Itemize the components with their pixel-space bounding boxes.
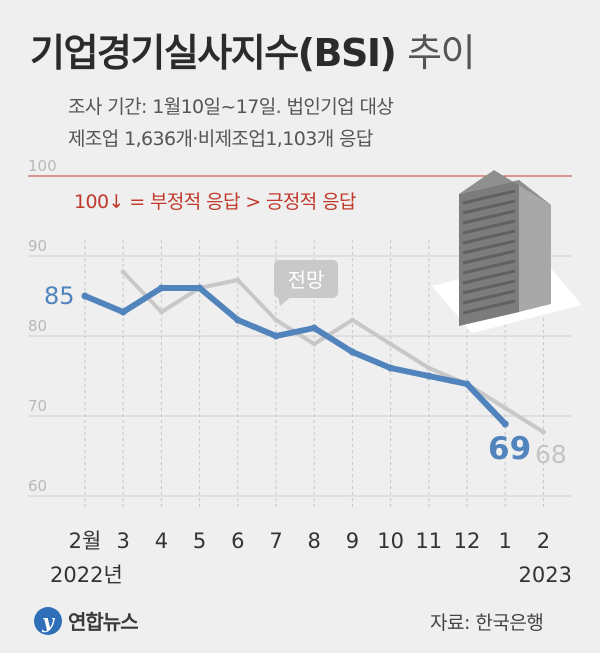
- outlook-label-pointer: [278, 296, 292, 306]
- outlook-series-name: 전망: [288, 268, 325, 292]
- actual-point: [234, 316, 242, 324]
- y-tick-label: 60: [28, 477, 47, 495]
- outlook-point: [426, 365, 432, 371]
- source-credit: 자료: 한국은행: [430, 612, 544, 634]
- actual-series-line: [83, 285, 508, 427]
- actual-point: [463, 380, 471, 388]
- x-tick-label: 3: [117, 529, 130, 553]
- x-tick-label: 1: [499, 529, 512, 553]
- outlook-point: [120, 269, 126, 275]
- x-tick-label: 12: [454, 529, 481, 553]
- x-tick-label: 2: [537, 529, 550, 553]
- yonhap-logo: y 연합뉴스: [34, 606, 139, 635]
- building-window-row: [462, 299, 516, 315]
- actual-point: [501, 420, 509, 428]
- x-tick-label: 4: [155, 529, 168, 553]
- outlook-point: [349, 317, 355, 323]
- actual-end-value: 69: [488, 431, 531, 467]
- outlook-label-box: [274, 260, 338, 298]
- building-window-row: [462, 189, 516, 205]
- y-tick-label: 90: [28, 237, 47, 255]
- building-window-row: [462, 219, 516, 235]
- outlook-point: [540, 429, 546, 435]
- actual-point: [157, 284, 165, 292]
- building-side-face: [519, 180, 551, 312]
- outlook-point: [235, 277, 241, 283]
- y-tick-label: 70: [28, 397, 47, 415]
- title-suffix: 추이: [407, 31, 475, 75]
- x-tick-label: 9: [346, 529, 359, 553]
- actual-point: [196, 284, 204, 292]
- building-window-row: [462, 259, 516, 275]
- building-window-row: [462, 249, 516, 265]
- survey-period: 조사 기간: 1월10일~17일. 법인기업 대상: [68, 96, 394, 118]
- building-window-row: [462, 239, 516, 255]
- x-tick-label: 6: [231, 529, 244, 553]
- page-title: 기업경기실사지수(BSI) 추이: [30, 22, 476, 77]
- outlook-point: [502, 405, 508, 411]
- building-window-row: [462, 289, 516, 305]
- building-window-row: [462, 229, 516, 245]
- actual-start-value: 85: [44, 282, 75, 310]
- x-tick-label: 5: [193, 529, 206, 553]
- title-main: 기업경기실사지수(BSI): [30, 31, 397, 75]
- actual-point: [425, 372, 433, 380]
- year-label: 2023: [519, 563, 572, 587]
- building-window-row: [462, 269, 516, 285]
- x-tick-label: 7: [269, 529, 282, 553]
- actual-point: [81, 292, 89, 300]
- actual-point: [310, 324, 318, 332]
- building-window-row: [462, 279, 516, 295]
- bsi-line-chart: 60 70 80 90 100 100↓ = 부정적 응답 > 긍정적 응답 2월 3 4 5 6 7…: [28, 157, 582, 587]
- y-tick-label: 100: [28, 157, 57, 175]
- building-window-row: [462, 199, 516, 215]
- outlook-point: [388, 341, 394, 347]
- x-tick-label: 2월: [69, 529, 102, 553]
- x-tick-label: 10: [377, 529, 404, 553]
- reference-line-label: 100↓ = 부정적 응답 > 긍정적 응답: [74, 191, 356, 213]
- sample-size: 제조업 1,636개·비제조업1,103개 응답: [68, 128, 373, 150]
- building-roof: [459, 170, 551, 205]
- x-tick-label: 8: [308, 529, 321, 553]
- year-label: 2022년: [50, 563, 123, 587]
- actual-point: [348, 348, 356, 356]
- outlook-point: [311, 341, 317, 347]
- actual-point: [387, 364, 395, 372]
- logo-mark: y: [34, 606, 62, 635]
- outlook-point: [158, 309, 164, 315]
- actual-point: [272, 332, 280, 340]
- logo-text: 연합뉴스: [68, 610, 139, 634]
- outlook-end-value: 68: [535, 440, 567, 469]
- outlook-point: [273, 317, 279, 323]
- y-tick-label: 80: [28, 317, 47, 335]
- x-tick-label: 11: [415, 529, 442, 553]
- building-window-row: [462, 209, 516, 225]
- actual-point: [119, 308, 127, 316]
